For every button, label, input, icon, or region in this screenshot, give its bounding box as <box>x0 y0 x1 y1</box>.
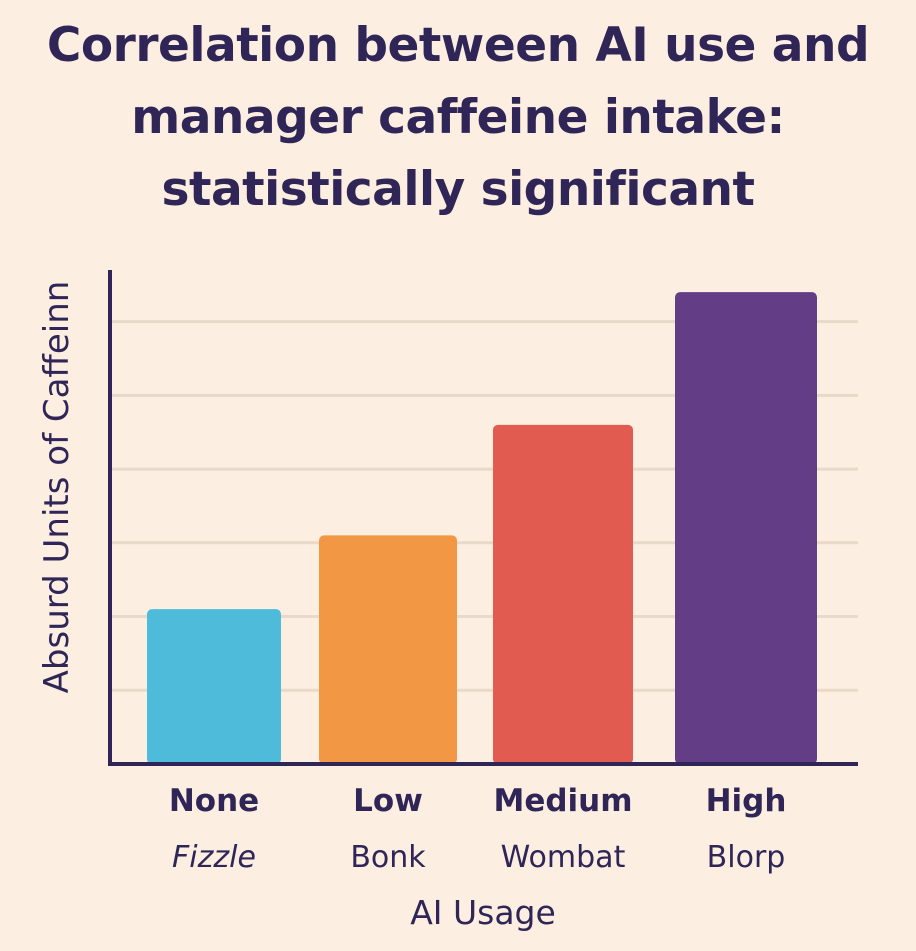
bars <box>147 292 817 764</box>
bar-none <box>147 609 281 764</box>
title-line-3: statistically significant <box>161 162 755 217</box>
x-tick-label-none: None <box>168 783 260 819</box>
y-axis-label: Absurd Units of Caffeinn <box>37 280 77 694</box>
bar-low <box>319 535 457 764</box>
title-line-2: manager caffeine intake: <box>131 90 785 145</box>
x-tick-label-medium: Medium <box>493 783 633 819</box>
x-tick-label-low: Low <box>353 783 423 819</box>
bar-high <box>675 292 817 764</box>
x-sublabel-fizzle: Fizzle <box>172 840 256 875</box>
x-sublabel-wombat: Wombat <box>500 840 626 875</box>
x-sublabel-bonk: Bonk <box>350 840 426 875</box>
chart-title: Correlation between AI use and manager c… <box>0 10 916 226</box>
x-tick-label-high: High <box>705 783 787 819</box>
bar-medium <box>493 424 633 764</box>
x-sublabel-blorp: Blorp <box>706 840 786 875</box>
title-line-1: Correlation between AI use and <box>46 18 870 73</box>
x-axis-label: AI Usage <box>410 893 556 932</box>
